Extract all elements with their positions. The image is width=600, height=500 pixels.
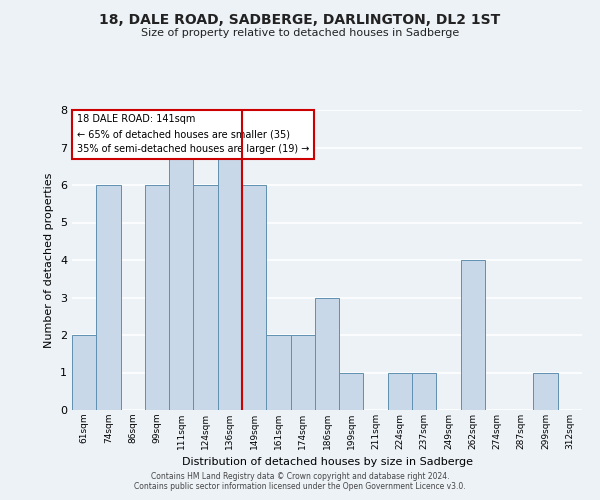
Bar bbox=[218, 148, 242, 410]
Bar bbox=[266, 335, 290, 410]
Bar bbox=[145, 185, 169, 410]
Text: 18, DALE ROAD, SADBERGE, DARLINGTON, DL2 1ST: 18, DALE ROAD, SADBERGE, DARLINGTON, DL2… bbox=[100, 12, 500, 26]
Bar bbox=[412, 372, 436, 410]
Y-axis label: Number of detached properties: Number of detached properties bbox=[44, 172, 55, 348]
Bar bbox=[533, 372, 558, 410]
Text: Contains HM Land Registry data © Crown copyright and database right 2024.: Contains HM Land Registry data © Crown c… bbox=[151, 472, 449, 481]
Text: Size of property relative to detached houses in Sadberge: Size of property relative to detached ho… bbox=[141, 28, 459, 38]
Bar bbox=[193, 185, 218, 410]
Bar bbox=[315, 298, 339, 410]
Bar bbox=[169, 148, 193, 410]
Bar bbox=[388, 372, 412, 410]
Bar bbox=[96, 185, 121, 410]
Bar bbox=[339, 372, 364, 410]
Text: 18 DALE ROAD: 141sqm
← 65% of detached houses are smaller (35)
35% of semi-detac: 18 DALE ROAD: 141sqm ← 65% of detached h… bbox=[77, 114, 310, 154]
Bar bbox=[461, 260, 485, 410]
X-axis label: Distribution of detached houses by size in Sadberge: Distribution of detached houses by size … bbox=[182, 458, 473, 468]
Bar bbox=[290, 335, 315, 410]
Text: Contains public sector information licensed under the Open Government Licence v3: Contains public sector information licen… bbox=[134, 482, 466, 491]
Bar bbox=[242, 185, 266, 410]
Bar bbox=[72, 335, 96, 410]
